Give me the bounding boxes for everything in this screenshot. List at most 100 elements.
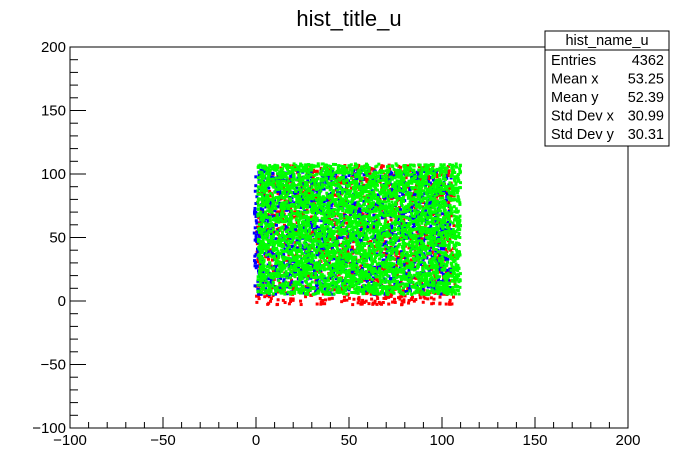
scatter-point [357, 238, 361, 242]
scatter-point [380, 191, 384, 195]
scatter-point [254, 264, 258, 268]
scatter-point [316, 283, 320, 287]
scatter-point [372, 281, 376, 285]
scatter-point [438, 302, 442, 306]
scatter-point [320, 226, 324, 230]
scatter-point [445, 204, 449, 208]
scatter-point [268, 239, 272, 243]
scatter-point [360, 181, 364, 185]
scatter-point [352, 234, 356, 238]
scatter-point [324, 206, 328, 210]
scatter-point [396, 244, 400, 248]
scatter-point [334, 238, 338, 242]
scatter-point [303, 220, 307, 224]
scatter-point [385, 251, 389, 255]
scatter-point [319, 189, 323, 193]
scatter-point [298, 278, 302, 282]
scatter-point [369, 235, 373, 239]
scatter-point [354, 234, 358, 238]
scatter-point [297, 229, 301, 233]
scatter-point [448, 298, 452, 302]
scatter-point [268, 281, 272, 285]
scatter-point [435, 283, 439, 287]
scatter-point [430, 191, 434, 195]
scatter-point [429, 163, 433, 167]
scatter-point [255, 294, 259, 298]
scatter-point [348, 233, 352, 237]
scatter-point [289, 218, 293, 222]
scatter-point [458, 202, 462, 206]
scatter-point [431, 301, 435, 305]
scatter-point [261, 208, 265, 212]
scatter-point [437, 207, 441, 211]
scatter-point [315, 302, 319, 306]
scatter-point [359, 243, 363, 247]
scatter-point [332, 242, 336, 246]
scatter-point [452, 224, 456, 228]
scatter-point [364, 199, 368, 203]
scatter-point [334, 172, 338, 176]
scatter-point [310, 280, 314, 284]
scatter-point [304, 168, 308, 172]
scatter-point [306, 261, 310, 265]
scatter-point [310, 168, 314, 172]
scatter-point [448, 163, 452, 167]
scatter-point [364, 178, 368, 182]
scatter-point [402, 249, 406, 253]
scatter-point [391, 236, 395, 240]
scatter-point [293, 193, 297, 197]
scatter-point [446, 174, 450, 178]
scatter-point [378, 211, 382, 215]
scatter-point [362, 216, 366, 220]
scatter-point [423, 247, 427, 251]
scatter-point [438, 243, 442, 247]
scatter-point [341, 262, 345, 266]
scatter-point [378, 285, 382, 289]
scatter-point [334, 208, 338, 212]
scatter-point [395, 198, 399, 202]
scatter-point [441, 226, 445, 230]
scatter-point [344, 262, 348, 266]
scatter-point [268, 248, 272, 252]
scatter-point [373, 299, 377, 303]
scatter-point [353, 191, 357, 195]
scatter-point [435, 195, 439, 199]
scatter-point [271, 252, 275, 256]
scatter-point [410, 209, 414, 213]
scatter-point [312, 274, 316, 278]
scatter-point [341, 209, 345, 213]
scatter-point [326, 193, 330, 197]
scatter-point [258, 235, 262, 239]
scatter-point [258, 192, 262, 196]
scatter-point [398, 266, 402, 270]
scatter-point [430, 198, 434, 202]
scatter-point [371, 178, 375, 182]
scatter-point [402, 212, 406, 216]
scatter-point [306, 169, 310, 173]
scatter-point [404, 257, 408, 261]
scatter-point [348, 225, 352, 229]
scatter-point [256, 237, 260, 241]
scatter-point [356, 209, 360, 213]
scatter-point [363, 255, 367, 259]
scatter-point [325, 242, 329, 246]
scatter-point [342, 179, 346, 183]
scatter-point [331, 262, 335, 266]
scatter-point [259, 290, 263, 294]
scatter-point [335, 275, 339, 279]
scatter-point [360, 195, 364, 199]
scatter-point [261, 172, 265, 176]
scatter-point [312, 168, 316, 172]
scatter-point [266, 213, 270, 217]
scatter-point [319, 302, 323, 306]
scatter-point [394, 276, 398, 280]
scatter-point [287, 197, 291, 201]
scatter-point [424, 223, 428, 227]
scatter-point [310, 246, 314, 250]
scatter-point [405, 192, 409, 196]
scatter-point [279, 252, 283, 256]
scatter-point [328, 193, 332, 197]
scatter-point [358, 177, 362, 181]
scatter-point [266, 257, 270, 261]
scatter-point [309, 196, 313, 200]
